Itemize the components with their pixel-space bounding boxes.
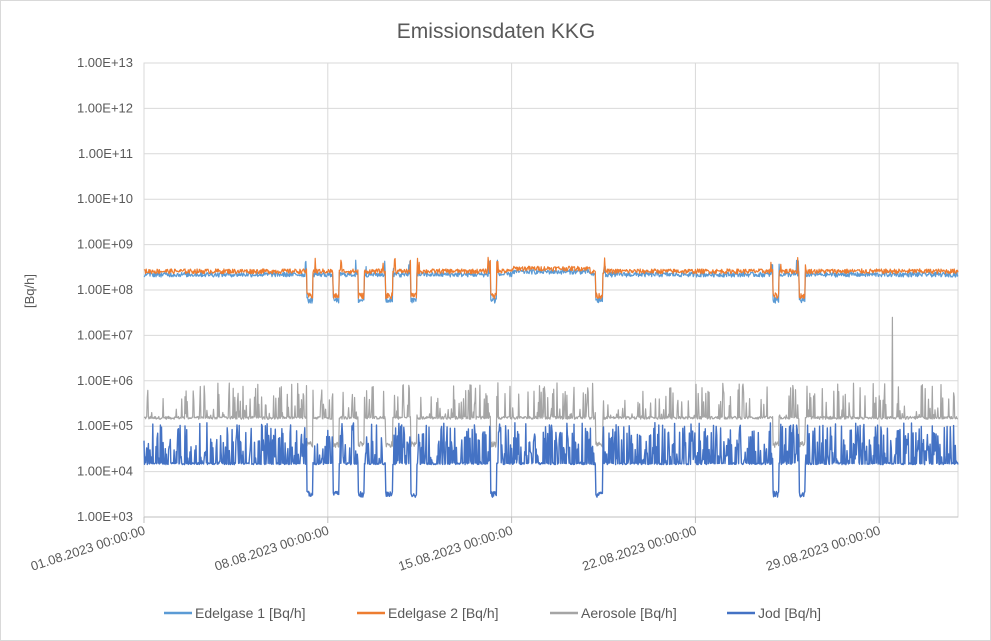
x-tick-label: 22.08.2023 00:00:00 xyxy=(580,523,698,574)
x-tick-label: 29.08.2023 00:00:00 xyxy=(764,523,882,574)
legend: Edelgase 1 [Bq/h] Edelgase 2 [Bq/h] Aeroso… xyxy=(164,605,821,621)
y-tick-label: 1.00E+09 xyxy=(77,237,133,252)
y-tick-label: 1.00E+08 xyxy=(77,282,133,297)
y-tick-label: 1.00E+10 xyxy=(77,191,133,206)
y-tick-label: 1.00E+07 xyxy=(77,327,133,342)
plot-area xyxy=(143,256,959,498)
x-tick-label: 15.08.2023 00:00:00 xyxy=(396,523,514,574)
legend-label: Jod [Bq/h] xyxy=(758,605,821,621)
series-line-4 xyxy=(143,422,959,498)
x-tick-label: 01.08.2023 00:00:00 xyxy=(29,523,147,574)
gridlines xyxy=(143,62,959,518)
y-tick-label: 1.00E+12 xyxy=(77,100,133,115)
y-axis-label: [Bq/h] xyxy=(22,274,37,308)
y-tick-label: 1.00E+04 xyxy=(77,464,133,479)
series-line-3 xyxy=(143,316,959,448)
y-tick-label: 1.00E+05 xyxy=(77,418,133,433)
y-axis: 1.00E+03 1.00E+04 1.00E+05 1.00E+06 1.00E+07… xyxy=(77,55,133,524)
y-tick-label: 1.00E+13 xyxy=(77,55,133,70)
x-axis: 01.08.2023 00:00:00 08.08.2023 00:00:00 15… xyxy=(29,516,958,574)
series-line-2 xyxy=(143,256,959,300)
legend-label: Edelgase 1 [Bq/h] xyxy=(195,605,306,621)
x-tick-label: 08.08.2023 00:00:00 xyxy=(213,523,331,574)
series-line-1 xyxy=(143,259,959,304)
chart-title: Emissionsdaten KKG xyxy=(397,20,595,43)
y-tick-label: 1.00E+11 xyxy=(78,146,133,161)
y-tick-label: 1.00E+06 xyxy=(77,373,133,388)
legend-label: Aerosole [Bq/h] xyxy=(581,605,677,621)
legend-label: Edelgase 2 [Bq/h] xyxy=(388,605,499,621)
y-tick-label: 1.00E+03 xyxy=(77,509,133,524)
